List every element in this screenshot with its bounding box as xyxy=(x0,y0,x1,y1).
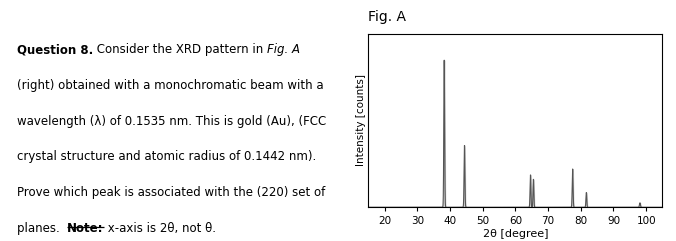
Text: planes.: planes. xyxy=(17,222,67,235)
Text: (right) obtained with a monochromatic beam with a: (right) obtained with a monochromatic be… xyxy=(17,79,324,92)
Text: crystal structure and atomic radius of 0.1442 nm).: crystal structure and atomic radius of 0… xyxy=(17,150,316,163)
Text: x-axis is 2θ, not θ.: x-axis is 2θ, not θ. xyxy=(103,222,216,235)
Text: wavelength (λ) of 0.1535 nm. This is gold (Au), (FCC: wavelength (λ) of 0.1535 nm. This is gol… xyxy=(17,115,326,128)
Text: Prove which peak is associated with the (220) set of: Prove which peak is associated with the … xyxy=(17,186,325,199)
Text: Consider the XRD pattern in: Consider the XRD pattern in xyxy=(93,43,267,56)
Y-axis label: Intensity [counts]: Intensity [counts] xyxy=(356,74,366,167)
X-axis label: 2θ [degree]: 2θ [degree] xyxy=(483,229,548,239)
Text: Fig. A: Fig. A xyxy=(267,43,300,56)
Text: Fig. A: Fig. A xyxy=(368,10,406,24)
Text: Note:: Note: xyxy=(67,222,103,235)
Text: Question 8.: Question 8. xyxy=(17,43,93,56)
